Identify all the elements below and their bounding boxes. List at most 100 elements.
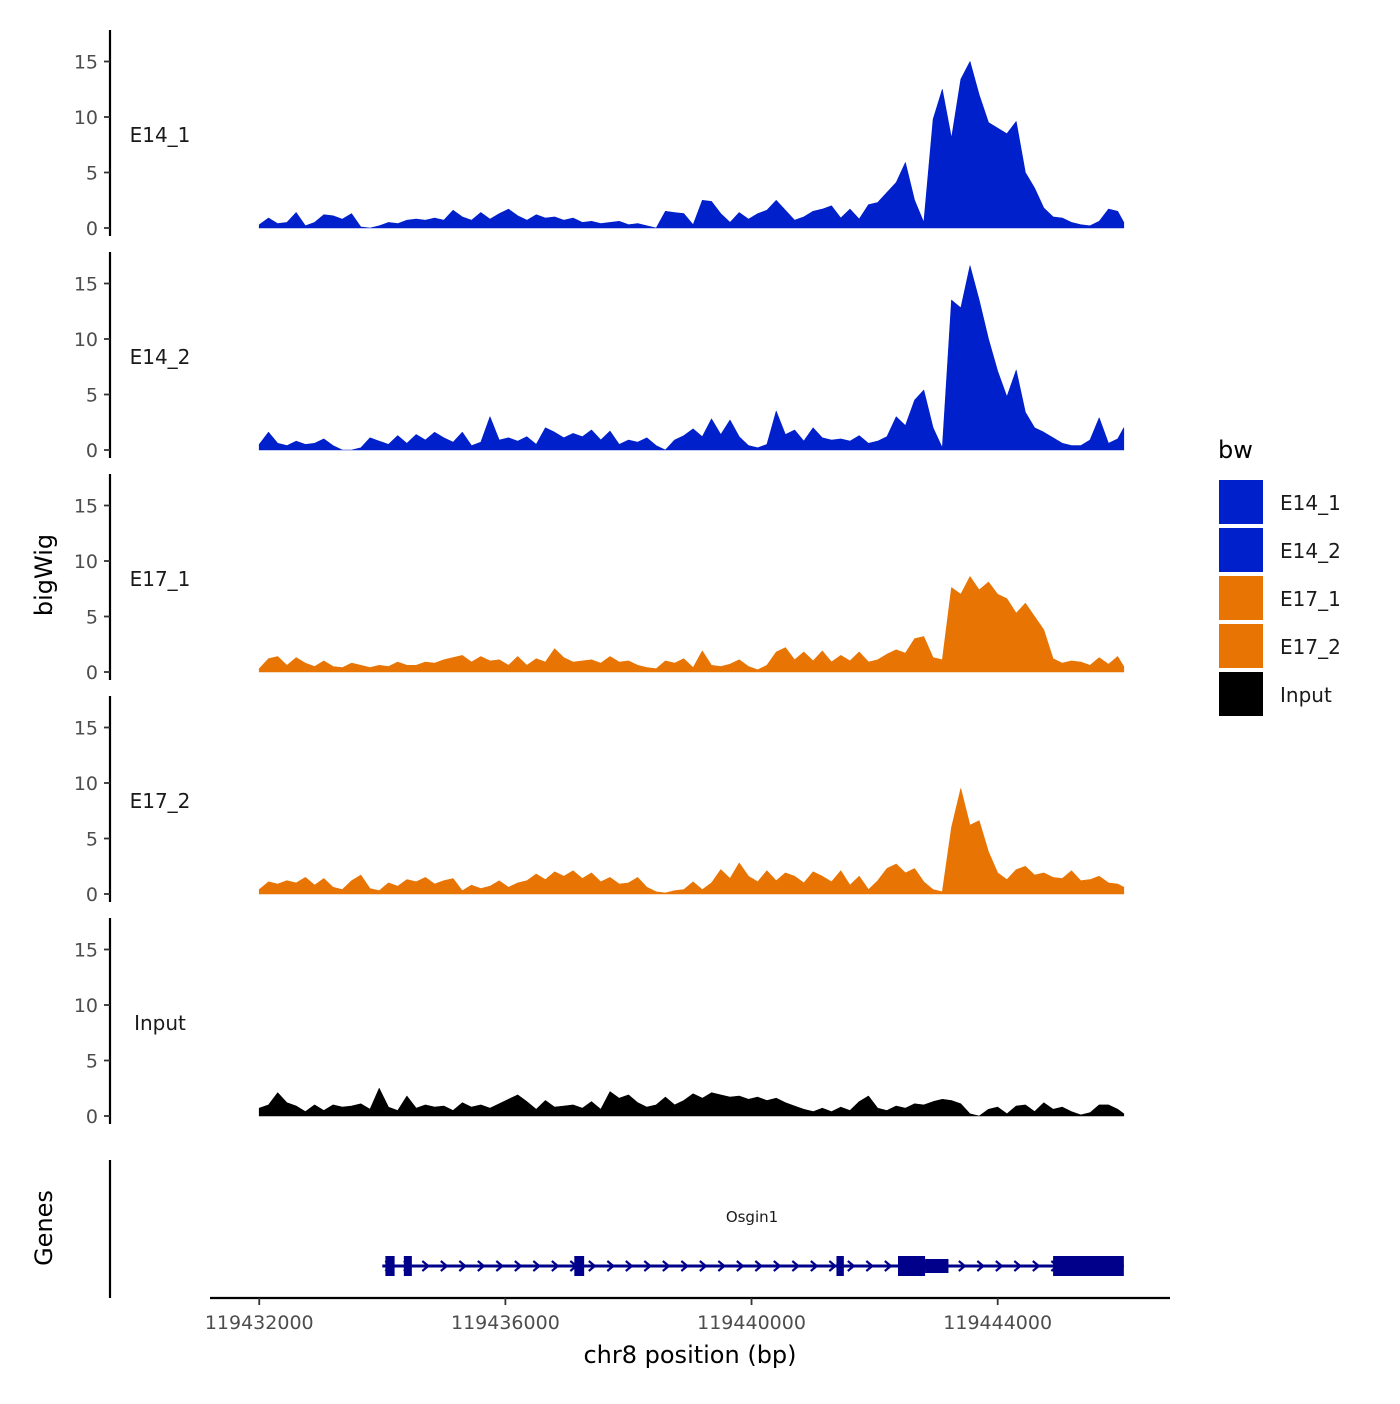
- x-tick-label-119444000: 119444000: [943, 1312, 1052, 1334]
- legend: E14_1 E14_2 E17_1 E17_2 Input: [1217, 478, 1341, 718]
- gene-strand-chevron-7: [514, 1260, 523, 1272]
- legend-label-E14_1: E14_1: [1280, 491, 1341, 515]
- y-axis-title: bigWig: [30, 534, 58, 616]
- gene-strand-chevron-17: [699, 1260, 708, 1272]
- track-label-Input: Input: [134, 1011, 186, 1035]
- panel-E17_2: 0 5 10 15 E17_2: [74, 696, 1125, 906]
- gene-model: [382, 1256, 1124, 1276]
- x-axis-title: chr8 position (bp): [583, 1341, 796, 1369]
- y-tick-label-Input-0: 0: [86, 1106, 98, 1128]
- area-E17_2: [258, 788, 1125, 895]
- gene-strand-chevron-22: [791, 1260, 801, 1272]
- legend-item-E17_2: E17_2: [1217, 622, 1341, 670]
- gene-strand-chevron-12: [606, 1260, 616, 1272]
- area-E14_2: [258, 265, 1125, 451]
- y-tick-label-E14_2-10: 10: [74, 329, 98, 351]
- gene-strand-chevron-33: [995, 1260, 1004, 1272]
- track-label-E14_2: E14_2: [130, 345, 191, 369]
- gene-strand-chevron-2: [421, 1260, 431, 1272]
- gene-strand-chevron-32: [976, 1260, 986, 1272]
- gene-strand-chevron-18: [717, 1260, 727, 1272]
- y-tick-label-Input-10: 10: [74, 995, 98, 1017]
- gene-strand-chevron-6: [495, 1260, 505, 1272]
- gene-strand-chevron-34: [1013, 1260, 1023, 1272]
- gene-strand-chevron-15: [662, 1260, 671, 1272]
- panel-E14_2: 0 5 10 15 E14_2: [74, 252, 1125, 462]
- gene-strand-chevron-20: [754, 1260, 764, 1272]
- y-tick-label-E14_2-5: 5: [86, 385, 98, 407]
- y-tick-label-E17_2-10: 10: [74, 773, 98, 795]
- legend-swatch-E17_1: [1217, 574, 1265, 622]
- x-axis-ticks: 119432000 119436000 119440000 119444000: [205, 1298, 1052, 1334]
- gene-strand-chevron-21: [773, 1260, 782, 1272]
- gene-exon-1: [403, 1256, 412, 1276]
- gene-strand-chevron-14: [643, 1260, 653, 1272]
- gene-strand-chevron-24: [828, 1260, 838, 1272]
- y-tick-label-E14_2-15: 15: [74, 274, 98, 296]
- track-label-E14_1: E14_1: [130, 123, 191, 147]
- y-tick-label-E17_1-10: 10: [74, 551, 98, 573]
- legend-item-E14_2: E14_2: [1217, 526, 1341, 574]
- panel-E14_1: 0 5 10 15 E14_1: [74, 30, 1125, 240]
- gene-strand-chevron-13: [625, 1260, 634, 1272]
- gene-exon-4: [898, 1256, 926, 1276]
- legend-item-E14_1: E14_1: [1217, 478, 1341, 526]
- gene-strand-chevron-3: [440, 1260, 449, 1272]
- area-Input: [258, 1088, 1125, 1117]
- track-label-E17_2: E17_2: [130, 789, 191, 813]
- y-tick-label-E17_1-15: 15: [74, 496, 98, 518]
- gene-exon-0: [385, 1256, 395, 1276]
- gene-exon-2: [574, 1256, 585, 1276]
- gene-strand-chevron-5: [477, 1260, 486, 1272]
- panel-E17_1: 0 5 10 15 E17_1: [74, 474, 1125, 684]
- y-tick-label-E14_1-5: 5: [86, 163, 98, 185]
- y-tick-label-E14_1-15: 15: [74, 52, 98, 74]
- gene-strand-chevron-8: [532, 1260, 542, 1272]
- legend-label-E17_2: E17_2: [1280, 635, 1341, 659]
- track-label-E17_1: E17_1: [130, 567, 191, 591]
- gene-exon-5: [925, 1259, 949, 1273]
- y-tick-label-E17_1-0: 0: [86, 662, 98, 684]
- legend-label-E14_2: E14_2: [1280, 539, 1341, 563]
- x-tick-label-119432000: 119432000: [205, 1312, 314, 1334]
- legend-swatch-E14_2: [1217, 526, 1265, 574]
- x-tick-label-119440000: 119440000: [697, 1312, 806, 1334]
- legend-swatch-E14_1: [1217, 478, 1265, 526]
- y-tick-label-E17_2-15: 15: [74, 718, 98, 740]
- legend-label-E17_1: E17_1: [1280, 587, 1341, 611]
- track-panels: 0 5 10 15 E14_1 0 5 10 15 E14_2 0 5 10 15 E17_1 0 5 10 15 E…: [74, 30, 1125, 1128]
- genes-axis-title: Genes: [30, 1190, 58, 1266]
- gene-strand-chevron-9: [551, 1260, 560, 1272]
- gene-strand-chevron-27: [884, 1260, 893, 1272]
- legend-swatch-Input: [1217, 670, 1265, 718]
- legend-item-Input: Input: [1217, 670, 1332, 718]
- gene-strand-chevron-19: [736, 1260, 745, 1272]
- gene-exon-6: [1053, 1256, 1124, 1276]
- x-tick-label-119436000: 119436000: [451, 1312, 560, 1334]
- y-tick-label-E14_2-0: 0: [86, 440, 98, 462]
- y-tick-label-E17_2-0: 0: [86, 884, 98, 906]
- y-tick-label-E17_2-5: 5: [86, 829, 98, 851]
- y-tick-label-E14_1-0: 0: [86, 218, 98, 240]
- gene-strand-chevron-26: [865, 1260, 875, 1272]
- gene-strand-chevron-11: [588, 1260, 597, 1272]
- legend-swatch-E17_2: [1217, 622, 1265, 670]
- gene-strand-chevron-35: [1032, 1260, 1041, 1272]
- gene-strand-chevron-16: [680, 1260, 690, 1272]
- y-tick-label-Input-15: 15: [74, 940, 98, 962]
- y-tick-label-E14_1-10: 10: [74, 107, 98, 129]
- y-tick-label-E17_1-5: 5: [86, 607, 98, 629]
- area-E17_1: [258, 576, 1125, 673]
- gene-label: Osgin1: [726, 1208, 778, 1226]
- legend-title: bw: [1218, 436, 1253, 464]
- legend-item-E17_1: E17_1: [1217, 574, 1341, 622]
- gene-strand-chevron-31: [958, 1260, 967, 1272]
- panel-Input: 0 5 10 15 Input: [74, 918, 1125, 1128]
- gene-exon-3: [836, 1256, 844, 1276]
- area-E14_1: [258, 61, 1125, 229]
- gene-strand-chevron-23: [810, 1260, 819, 1272]
- gene-strand-chevron-4: [458, 1260, 468, 1272]
- gene-strand-chevron-25: [847, 1260, 856, 1272]
